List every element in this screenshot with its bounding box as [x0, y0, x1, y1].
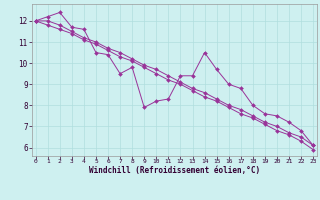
X-axis label: Windchill (Refroidissement éolien,°C): Windchill (Refroidissement éolien,°C) [89, 166, 260, 175]
